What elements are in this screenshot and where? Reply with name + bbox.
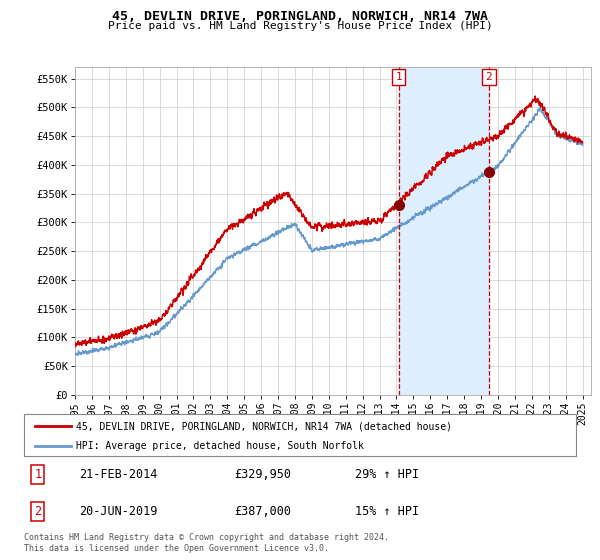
Text: 45, DEVLIN DRIVE, PORINGLAND, NORWICH, NR14 7WA: 45, DEVLIN DRIVE, PORINGLAND, NORWICH, N…: [112, 10, 488, 23]
Text: 1: 1: [395, 72, 402, 82]
Bar: [398, 67, 489, 395]
Text: Contains HM Land Registry data © Crown copyright and database right 2024.
This d: Contains HM Land Registry data © Crown c…: [24, 533, 389, 553]
Text: 20-JUN-2019: 20-JUN-2019: [79, 505, 158, 518]
Text: £387,000: £387,000: [234, 505, 291, 518]
Text: Price paid vs. HM Land Registry's House Price Index (HPI): Price paid vs. HM Land Registry's House …: [107, 21, 493, 31]
Text: £329,950: £329,950: [234, 468, 291, 481]
Text: 15% ↑ HPI: 15% ↑ HPI: [355, 505, 419, 518]
Text: 2: 2: [34, 505, 41, 518]
Text: 21-FEB-2014: 21-FEB-2014: [79, 468, 158, 481]
Text: 29% ↑ HPI: 29% ↑ HPI: [355, 468, 419, 481]
Text: 45, DEVLIN DRIVE, PORINGLAND, NORWICH, NR14 7WA (detached house): 45, DEVLIN DRIVE, PORINGLAND, NORWICH, N…: [76, 421, 452, 431]
Text: HPI: Average price, detached house, South Norfolk: HPI: Average price, detached house, Sout…: [76, 441, 364, 451]
Text: 2: 2: [485, 72, 492, 82]
Text: 1: 1: [34, 468, 41, 481]
